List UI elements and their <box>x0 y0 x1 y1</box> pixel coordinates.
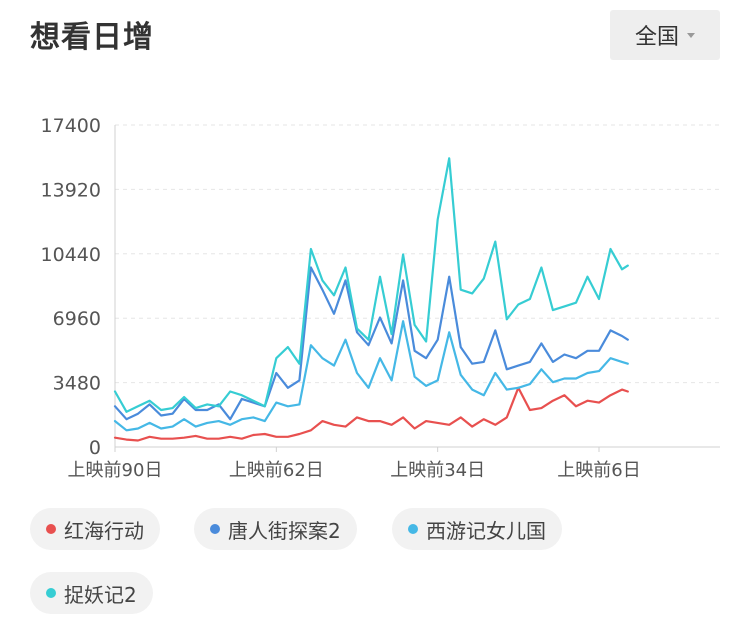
page-title: 想看日增 <box>30 20 154 55</box>
y-tick-label: 6960 <box>53 308 101 330</box>
series-line-4 <box>113 157 629 413</box>
x-tick-label: 上映前6日 <box>557 460 640 481</box>
legend-label: 唐人街探案2 <box>228 518 341 543</box>
y-tick-label: 10440 <box>41 244 101 266</box>
y-tick-label: 0 <box>89 437 101 459</box>
legend-dot-icon <box>210 524 220 534</box>
legend-item-series-1[interactable]: 红海行动 <box>30 508 160 550</box>
region-dropdown[interactable]: 全国 <box>610 10 720 60</box>
legend-label: 捉妖记2 <box>64 582 137 607</box>
legend-item-series-4[interactable]: 捉妖记2 <box>30 572 153 614</box>
region-dropdown-label: 全国 <box>634 25 679 50</box>
caret-down-icon <box>687 32 695 38</box>
series-line-2 <box>113 266 629 421</box>
x-tick-label: 上映前62日 <box>229 460 324 481</box>
legend-label: 红海行动 <box>64 518 144 543</box>
series-line-3 <box>113 320 629 432</box>
y-tick-label: 17400 <box>41 115 101 137</box>
x-tick-label: 上映前90日 <box>68 460 163 481</box>
legend-dot-icon <box>408 524 418 534</box>
y-tick-label: 3480 <box>53 373 101 395</box>
legend-dot-icon <box>46 588 56 598</box>
series-line-1 <box>113 386 629 442</box>
legend-dot-icon <box>46 524 56 534</box>
y-tick-label: 13920 <box>41 179 101 201</box>
x-tick-label: 上映前34日 <box>390 460 485 481</box>
legend-label: 西游记女儿国 <box>426 518 546 543</box>
legend-item-series-3[interactable]: 西游记女儿国 <box>392 508 562 550</box>
legend-item-series-2[interactable]: 唐人街探案2 <box>194 508 357 550</box>
